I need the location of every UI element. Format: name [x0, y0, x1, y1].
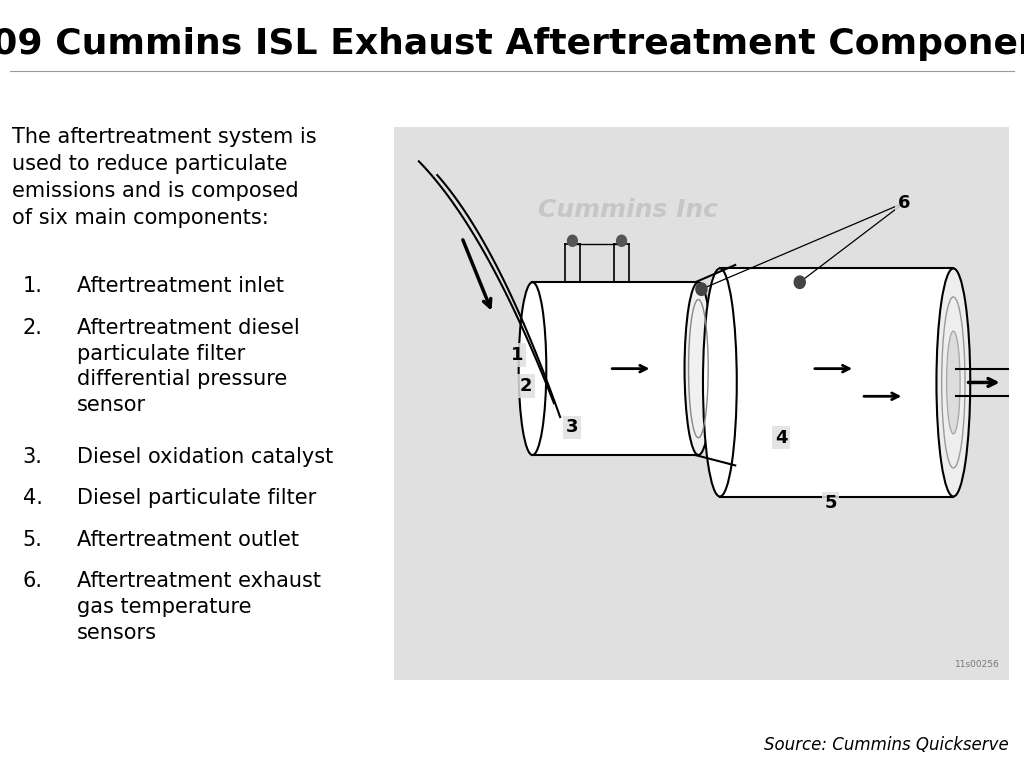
Text: Diesel oxidation catalyst: Diesel oxidation catalyst [77, 447, 333, 467]
Text: 1.: 1. [23, 276, 42, 296]
Text: Cummins Inc: Cummins Inc [538, 197, 718, 222]
Bar [720, 269, 953, 497]
Text: Diesel particulate filter: Diesel particulate filter [77, 488, 316, 508]
Text: The aftertreatment system is
used to reduce particulate
emissions and is compose: The aftertreatment system is used to red… [12, 127, 316, 228]
Ellipse shape [684, 283, 712, 455]
Text: 2009 Cummins ISL Exhaust Aftertreatment Components: 2009 Cummins ISL Exhaust Aftertreatment … [0, 27, 1024, 61]
Circle shape [616, 235, 627, 247]
Ellipse shape [936, 269, 970, 497]
Text: 3: 3 [566, 419, 579, 436]
Circle shape [795, 276, 805, 289]
Text: Aftertreatment outlet: Aftertreatment outlet [77, 530, 299, 550]
Text: Aftertreatment diesel
particulate filter
differential pressure
sensor: Aftertreatment diesel particulate filter… [77, 318, 300, 415]
Text: 2.: 2. [23, 318, 42, 338]
Ellipse shape [703, 269, 737, 497]
Text: 4: 4 [775, 429, 787, 447]
Bar [532, 283, 698, 455]
Text: 1: 1 [511, 346, 523, 364]
Circle shape [696, 283, 707, 296]
Text: 2: 2 [520, 377, 532, 395]
Text: 3.: 3. [23, 447, 42, 467]
Ellipse shape [946, 331, 961, 434]
Text: 11s00256: 11s00256 [954, 660, 999, 669]
Circle shape [567, 235, 578, 247]
Text: 6.: 6. [23, 571, 43, 591]
Bar [394, 127, 1009, 680]
Text: 5.: 5. [23, 530, 42, 550]
Text: Aftertreatment inlet: Aftertreatment inlet [77, 276, 284, 296]
Text: Source: Cummins Quickserve: Source: Cummins Quickserve [764, 737, 1009, 754]
Text: Aftertreatment exhaust
gas temperature
sensors: Aftertreatment exhaust gas temperature s… [77, 571, 321, 643]
Text: 5: 5 [824, 495, 837, 512]
Text: 6: 6 [898, 194, 910, 212]
Ellipse shape [519, 283, 547, 455]
Text: 4.: 4. [23, 488, 42, 508]
